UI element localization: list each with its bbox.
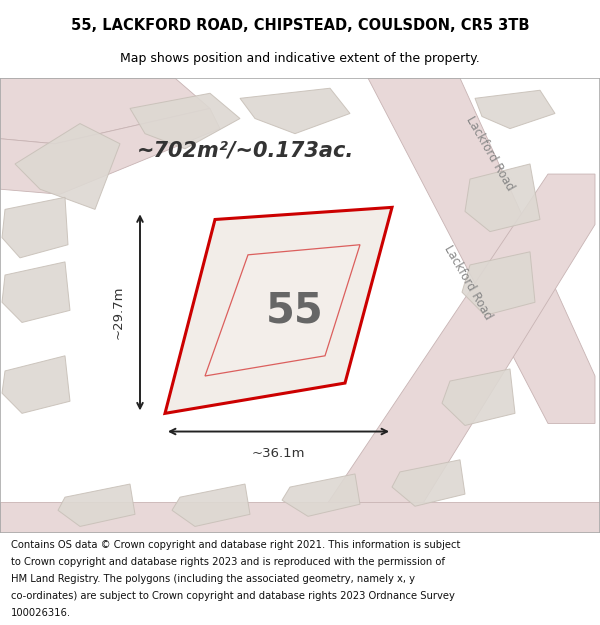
Polygon shape — [58, 484, 135, 526]
Polygon shape — [475, 90, 555, 129]
Text: Lackford Road: Lackford Road — [463, 114, 517, 193]
Polygon shape — [130, 93, 240, 149]
Polygon shape — [462, 252, 535, 316]
Polygon shape — [0, 78, 210, 144]
Polygon shape — [15, 124, 120, 209]
Text: Map shows position and indicative extent of the property.: Map shows position and indicative extent… — [120, 52, 480, 65]
Polygon shape — [2, 198, 68, 258]
Text: to Crown copyright and database rights 2023 and is reproduced with the permissio: to Crown copyright and database rights 2… — [11, 557, 445, 567]
Polygon shape — [240, 88, 350, 134]
Polygon shape — [368, 78, 595, 424]
Text: Lackford Road: Lackford Road — [442, 242, 494, 322]
Text: 55, LACKFORD ROAD, CHIPSTEAD, COULSDON, CR5 3TB: 55, LACKFORD ROAD, CHIPSTEAD, COULSDON, … — [71, 18, 529, 32]
Polygon shape — [172, 484, 250, 526]
Text: ~36.1m: ~36.1m — [252, 448, 305, 460]
Text: 55: 55 — [265, 290, 323, 332]
Text: Contains OS data © Crown copyright and database right 2021. This information is : Contains OS data © Crown copyright and d… — [11, 540, 460, 550]
Text: ~702m²/~0.173ac.: ~702m²/~0.173ac. — [136, 141, 353, 161]
Polygon shape — [165, 208, 392, 413]
Polygon shape — [465, 164, 540, 232]
Polygon shape — [442, 369, 515, 426]
Polygon shape — [392, 460, 465, 506]
Polygon shape — [0, 108, 220, 194]
Text: ~29.7m: ~29.7m — [112, 286, 125, 339]
Polygon shape — [0, 503, 600, 532]
Polygon shape — [2, 262, 70, 322]
Text: co-ordinates) are subject to Crown copyright and database rights 2023 Ordnance S: co-ordinates) are subject to Crown copyr… — [11, 591, 455, 601]
Polygon shape — [308, 174, 595, 532]
Text: 100026316.: 100026316. — [11, 608, 71, 618]
Polygon shape — [282, 474, 360, 516]
Polygon shape — [205, 245, 360, 376]
Polygon shape — [2, 356, 70, 413]
Text: HM Land Registry. The polygons (including the associated geometry, namely x, y: HM Land Registry. The polygons (includin… — [11, 574, 415, 584]
